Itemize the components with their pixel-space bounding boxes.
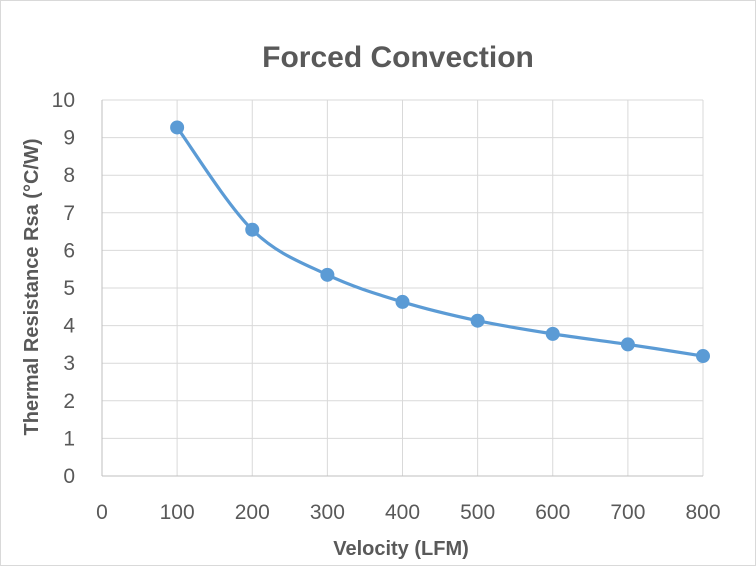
data-point: [545, 326, 560, 341]
data-point: [620, 337, 635, 352]
y-tick-label: 6: [63, 239, 75, 262]
x-tick-label: 200: [235, 501, 270, 524]
x-tick-label: 100: [160, 501, 195, 524]
y-tick-label: 4: [63, 315, 75, 338]
data-point: [395, 294, 410, 309]
chart-title: Forced Convection: [262, 41, 534, 74]
x-tick-label: 600: [535, 501, 570, 524]
y-tick-label: 2: [63, 390, 75, 413]
y-tick-label: 3: [63, 352, 75, 375]
y-axis-title: Thermal Resistance Rsa (°C/W): [21, 139, 43, 436]
data-point: [696, 349, 710, 364]
y-tick-label: 5: [63, 277, 75, 300]
series-line: [175, 125, 705, 358]
axes: [101, 100, 703, 477]
data-point: [170, 120, 185, 135]
y-tick-label: 1: [63, 427, 75, 450]
x-tick-label: 500: [460, 501, 495, 524]
x-tick-label: 400: [385, 501, 420, 524]
y-tick-label: 8: [63, 164, 75, 187]
y-tick-label: 7: [63, 202, 75, 225]
y-tick-label: 10: [52, 89, 75, 112]
data-point: [320, 267, 335, 282]
y-tick-label: 0: [63, 465, 75, 488]
x-tick-label: 700: [610, 501, 645, 524]
x-tick-label: 0: [96, 501, 108, 524]
x-tick-label: 300: [310, 501, 345, 524]
data-point: [470, 313, 485, 328]
series: [170, 120, 710, 364]
x-axis-title: Velocity (LFM): [333, 538, 469, 560]
y-tick-label: 9: [63, 127, 75, 150]
x-tick-label: 800: [685, 501, 720, 524]
data-point: [245, 222, 260, 237]
gridlines: [102, 99, 704, 476]
